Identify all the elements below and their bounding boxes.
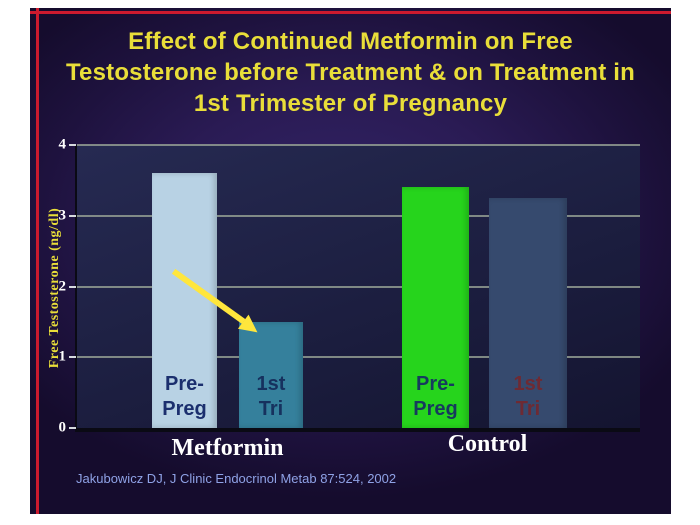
slide-title-line-3: 1st Trimester of Pregnancy bbox=[193, 90, 508, 117]
y-tick-label: 1 bbox=[58, 348, 67, 365]
gridline bbox=[77, 214, 640, 217]
y-tick-label: 2 bbox=[58, 278, 67, 294]
bar-control-pre-preg: Pre- Preg bbox=[402, 187, 469, 428]
y-tick-mark bbox=[69, 427, 76, 429]
slide-title-line-1: Effect of Continued Metformin on Free bbox=[128, 28, 573, 55]
gridline bbox=[77, 356, 640, 359]
gridline bbox=[77, 285, 640, 288]
slide-title: Effect of Continued Metformin on Free Te… bbox=[40, 26, 661, 119]
slide: Effect of Continued Metformin on Free Te… bbox=[30, 8, 671, 514]
y-tick-label: 0 bbox=[58, 419, 67, 436]
slide-top-border-line bbox=[30, 11, 671, 14]
bar-metformin-pre-preg: Pre- Preg bbox=[152, 173, 217, 428]
y-tick-label: 3 bbox=[58, 207, 67, 224]
slide-left-border-line bbox=[36, 8, 39, 514]
y-tick-label: 4 bbox=[58, 136, 67, 153]
gridline bbox=[77, 144, 640, 146]
group-label-metformin: Metformin bbox=[171, 435, 284, 461]
bar-metformin-1st-tri: 1st Tri bbox=[239, 321, 303, 428]
bar-label-control-1st-tri: 1st Tri bbox=[513, 373, 543, 420]
citation-text: Jakubowicz DJ, J Clinic Endocrinol Metab… bbox=[76, 471, 397, 486]
y-tick-mark bbox=[69, 144, 76, 146]
bar-label-control-pre-preg: Pre- Preg bbox=[413, 373, 458, 420]
group-label-control: Control bbox=[447, 431, 528, 457]
bar-label-metformin-pre-preg: Pre- Preg bbox=[162, 373, 207, 420]
plot-area: Pre- Preg 1st Tri Pre- Preg 1st Tri 0 1 2 3… bbox=[59, 137, 640, 436]
slide-title-line-2: Testosterone before Treatment & on Treat… bbox=[65, 59, 636, 86]
bar-control-1st-tri: 1st Tri bbox=[489, 198, 567, 428]
bar-label-metformin-1st-tri: 1st Tri bbox=[256, 373, 286, 420]
y-tick-mark bbox=[69, 285, 76, 288]
y-tick-mark bbox=[69, 356, 76, 359]
y-tick-mark bbox=[69, 214, 76, 217]
